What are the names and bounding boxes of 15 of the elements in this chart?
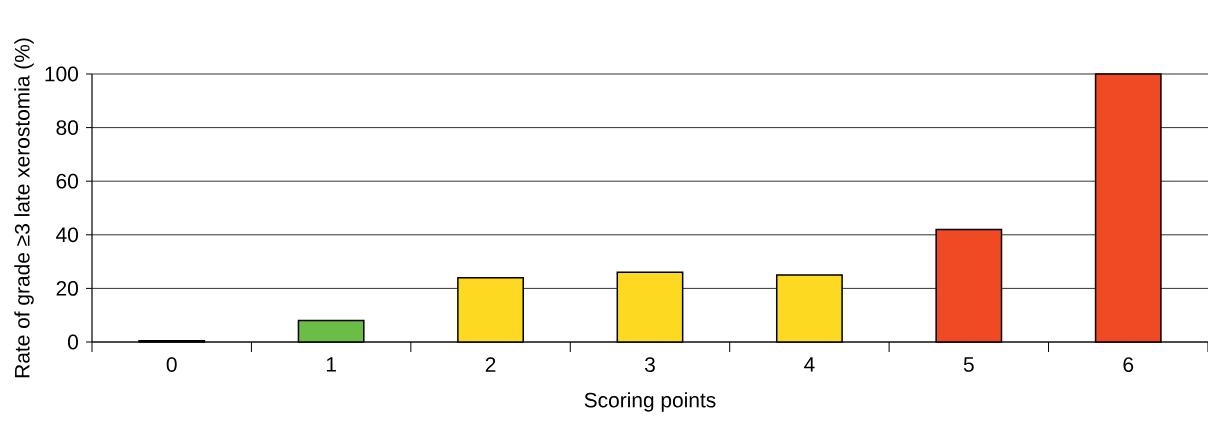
y-tick-label: 60 (56, 173, 78, 189)
x-tick-label: 2 (485, 357, 496, 372)
y-tick-label: 40 (56, 227, 78, 243)
x-tick-label: 3 (644, 357, 655, 372)
x-tick-label: 0 (166, 357, 177, 372)
x-tick-label: 5 (963, 357, 974, 372)
y-axis-title: Rate of grade ≥3 late xerostomia (%) (14, 38, 34, 378)
y-tick-label: 20 (56, 280, 78, 296)
x-tick-label: 6 (1123, 357, 1134, 372)
y-tick-label: 80 (56, 120, 78, 135)
y-tick-label: 100 (45, 66, 78, 82)
y-tick-label: 0 (68, 334, 78, 350)
x-axis-title: Scoring points (584, 392, 716, 412)
x-tick-label: 1 (326, 357, 336, 372)
x-tick-label: 4 (804, 357, 815, 372)
